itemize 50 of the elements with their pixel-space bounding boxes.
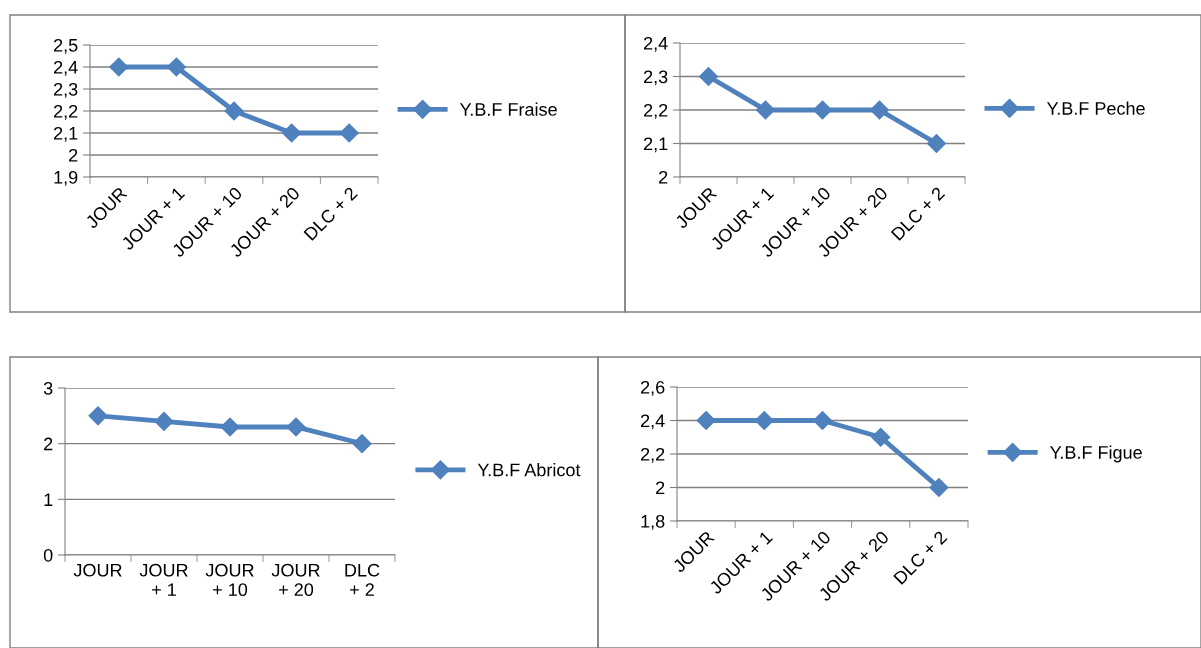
y-tick-label: 3 bbox=[43, 381, 53, 395]
point bbox=[224, 101, 244, 121]
y-tick-label: 2 bbox=[659, 170, 668, 184]
point bbox=[754, 410, 774, 431]
legend-label: Y.B.F Fraise bbox=[459, 102, 557, 116]
point bbox=[926, 133, 947, 154]
x-tick-label: DLC + 2 bbox=[345, 563, 380, 596]
y-tick-label: 2,1 bbox=[54, 126, 78, 142]
point bbox=[286, 417, 306, 437]
y-tick-label: 2,4 bbox=[54, 60, 78, 76]
point bbox=[220, 417, 240, 437]
point bbox=[166, 57, 186, 77]
x-tick-label: JOUR bbox=[73, 563, 122, 577]
y-tick-label: 2 bbox=[69, 148, 78, 162]
y-tick-label: 1 bbox=[44, 493, 53, 506]
y-tick-label: 2,1 bbox=[644, 137, 668, 153]
y-tick-label: 2,4 bbox=[641, 414, 665, 430]
point bbox=[282, 123, 302, 143]
point bbox=[869, 100, 890, 120]
legend-label: Y.B.F Figue bbox=[1050, 445, 1142, 463]
y-tick-label: 2,3 bbox=[54, 82, 78, 98]
y-tick-label: 2,2 bbox=[54, 104, 78, 120]
legend-label: Y.B.F Abricot bbox=[477, 463, 581, 477]
y-tick-label: 2,6 bbox=[641, 380, 665, 396]
point bbox=[352, 434, 372, 454]
point bbox=[755, 100, 776, 120]
point bbox=[154, 411, 174, 431]
y-tick-label: 2 bbox=[44, 437, 53, 451]
x-tick-label: JOUR + 1 bbox=[139, 563, 188, 596]
point bbox=[109, 57, 129, 77]
y-tick-label: 2,5 bbox=[54, 38, 78, 54]
y-tick-label: 1,9 bbox=[54, 170, 78, 186]
y-tick-label: 2,3 bbox=[644, 70, 668, 86]
y-tick-label: 0 bbox=[43, 548, 53, 562]
x-tick-label: JOUR + 10 bbox=[205, 563, 254, 597]
point bbox=[88, 406, 108, 426]
legend-label: Y.B.F Peche bbox=[1046, 101, 1145, 115]
y-tick-label: 2,2 bbox=[641, 447, 665, 463]
y-tick-label: 2,2 bbox=[644, 103, 668, 119]
y-tick-label: 2,4 bbox=[644, 36, 668, 52]
point bbox=[696, 410, 716, 431]
point bbox=[812, 100, 833, 120]
point bbox=[871, 427, 891, 447]
y-tick-label: 1,8 bbox=[641, 514, 665, 530]
point bbox=[339, 123, 359, 143]
x-tick-label: JOUR + 20 bbox=[271, 563, 320, 597]
point bbox=[929, 477, 949, 498]
point bbox=[698, 66, 719, 87]
y-tick-label: 2 bbox=[656, 481, 665, 495]
point bbox=[812, 410, 833, 431]
